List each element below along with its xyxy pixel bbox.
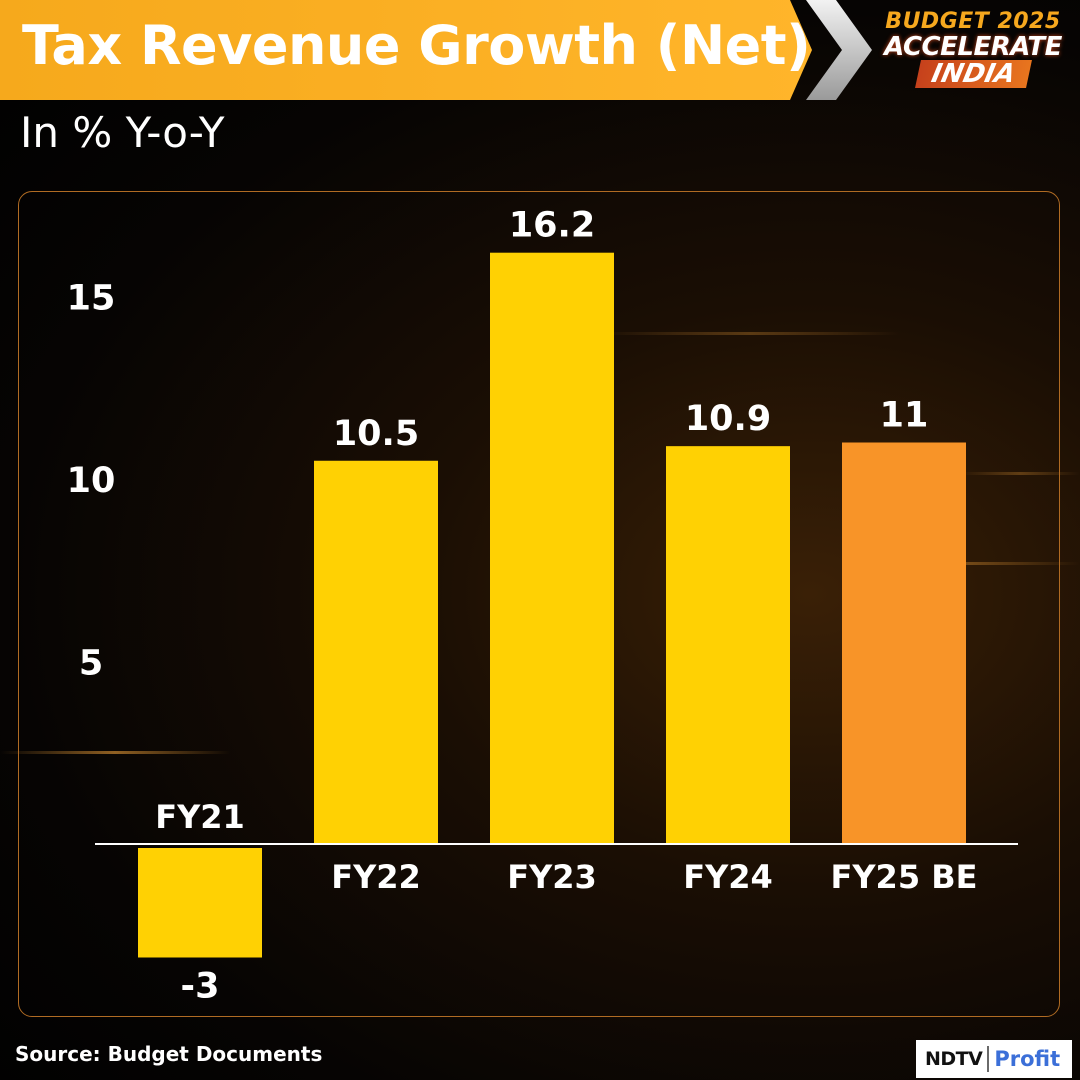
logo-line-budget: BUDGET 2025 <box>885 9 1061 34</box>
y-tick-label: 5 <box>79 644 103 684</box>
bar <box>314 460 438 844</box>
chart-panel <box>18 191 1060 1017</box>
page-title: Tax Revenue Growth (Net) <box>22 14 811 77</box>
bar <box>842 442 966 844</box>
light-streak <box>600 332 900 335</box>
budget-2025-logo: BUDGET 2025 ACCELERATE INDIA <box>878 10 1068 92</box>
data-label: 10.9 <box>685 399 771 439</box>
data-label: 10.5 <box>333 414 419 454</box>
y-tick-label: 10 <box>67 461 116 501</box>
bar <box>666 446 790 844</box>
category-label: FY23 <box>507 858 597 896</box>
category-label: FY22 <box>331 858 421 896</box>
category-label: FY21 <box>155 798 245 836</box>
data-label: -3 <box>181 967 220 1007</box>
logo-line-accelerate: ACCELERATE <box>884 32 1062 62</box>
category-label: FY25 BE <box>831 858 978 896</box>
title-banner <box>0 0 812 100</box>
brand-profit: Profit <box>994 1047 1061 1071</box>
source-note: Source: Budget Documents <box>15 1042 323 1066</box>
light-streak <box>0 751 230 754</box>
data-label: 11 <box>880 396 929 436</box>
data-label: 16.2 <box>509 206 595 246</box>
brand-divider <box>987 1046 990 1072</box>
brand-ndtv: NDTV <box>925 1048 983 1070</box>
category-label: FY24 <box>683 858 773 896</box>
bar <box>490 252 614 844</box>
light-streak <box>960 472 1080 475</box>
ndtv-profit-logo: NDTV Profit <box>916 1040 1072 1078</box>
y-tick-label: 15 <box>67 279 116 319</box>
bar <box>138 848 262 958</box>
chart-subtitle: In % Y-o-Y <box>20 108 225 157</box>
light-streak <box>860 562 1080 565</box>
